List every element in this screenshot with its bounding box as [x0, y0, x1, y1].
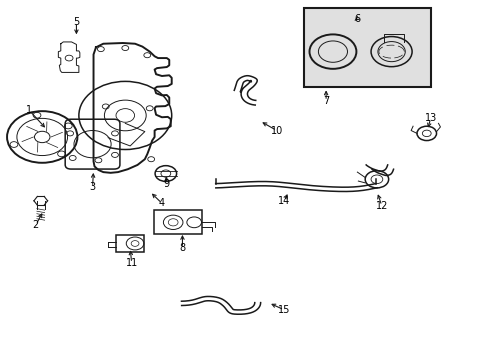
Text: 3: 3	[90, 182, 96, 192]
Text: 2: 2	[33, 220, 39, 230]
Text: 13: 13	[424, 113, 437, 123]
Text: 5: 5	[74, 17, 79, 27]
Text: 6: 6	[354, 14, 361, 24]
Text: 14: 14	[278, 196, 290, 206]
Bar	[154, 211, 202, 234]
Bar	[304, 8, 431, 87]
Text: 8: 8	[179, 243, 186, 253]
Text: 11: 11	[125, 258, 138, 268]
Text: 15: 15	[278, 305, 290, 315]
Text: 12: 12	[376, 201, 388, 211]
Text: 9: 9	[164, 179, 170, 189]
Text: 1: 1	[26, 105, 32, 115]
Text: 10: 10	[270, 126, 283, 135]
Text: 7: 7	[323, 96, 329, 106]
Text: 4: 4	[159, 198, 165, 208]
Bar	[117, 234, 144, 252]
